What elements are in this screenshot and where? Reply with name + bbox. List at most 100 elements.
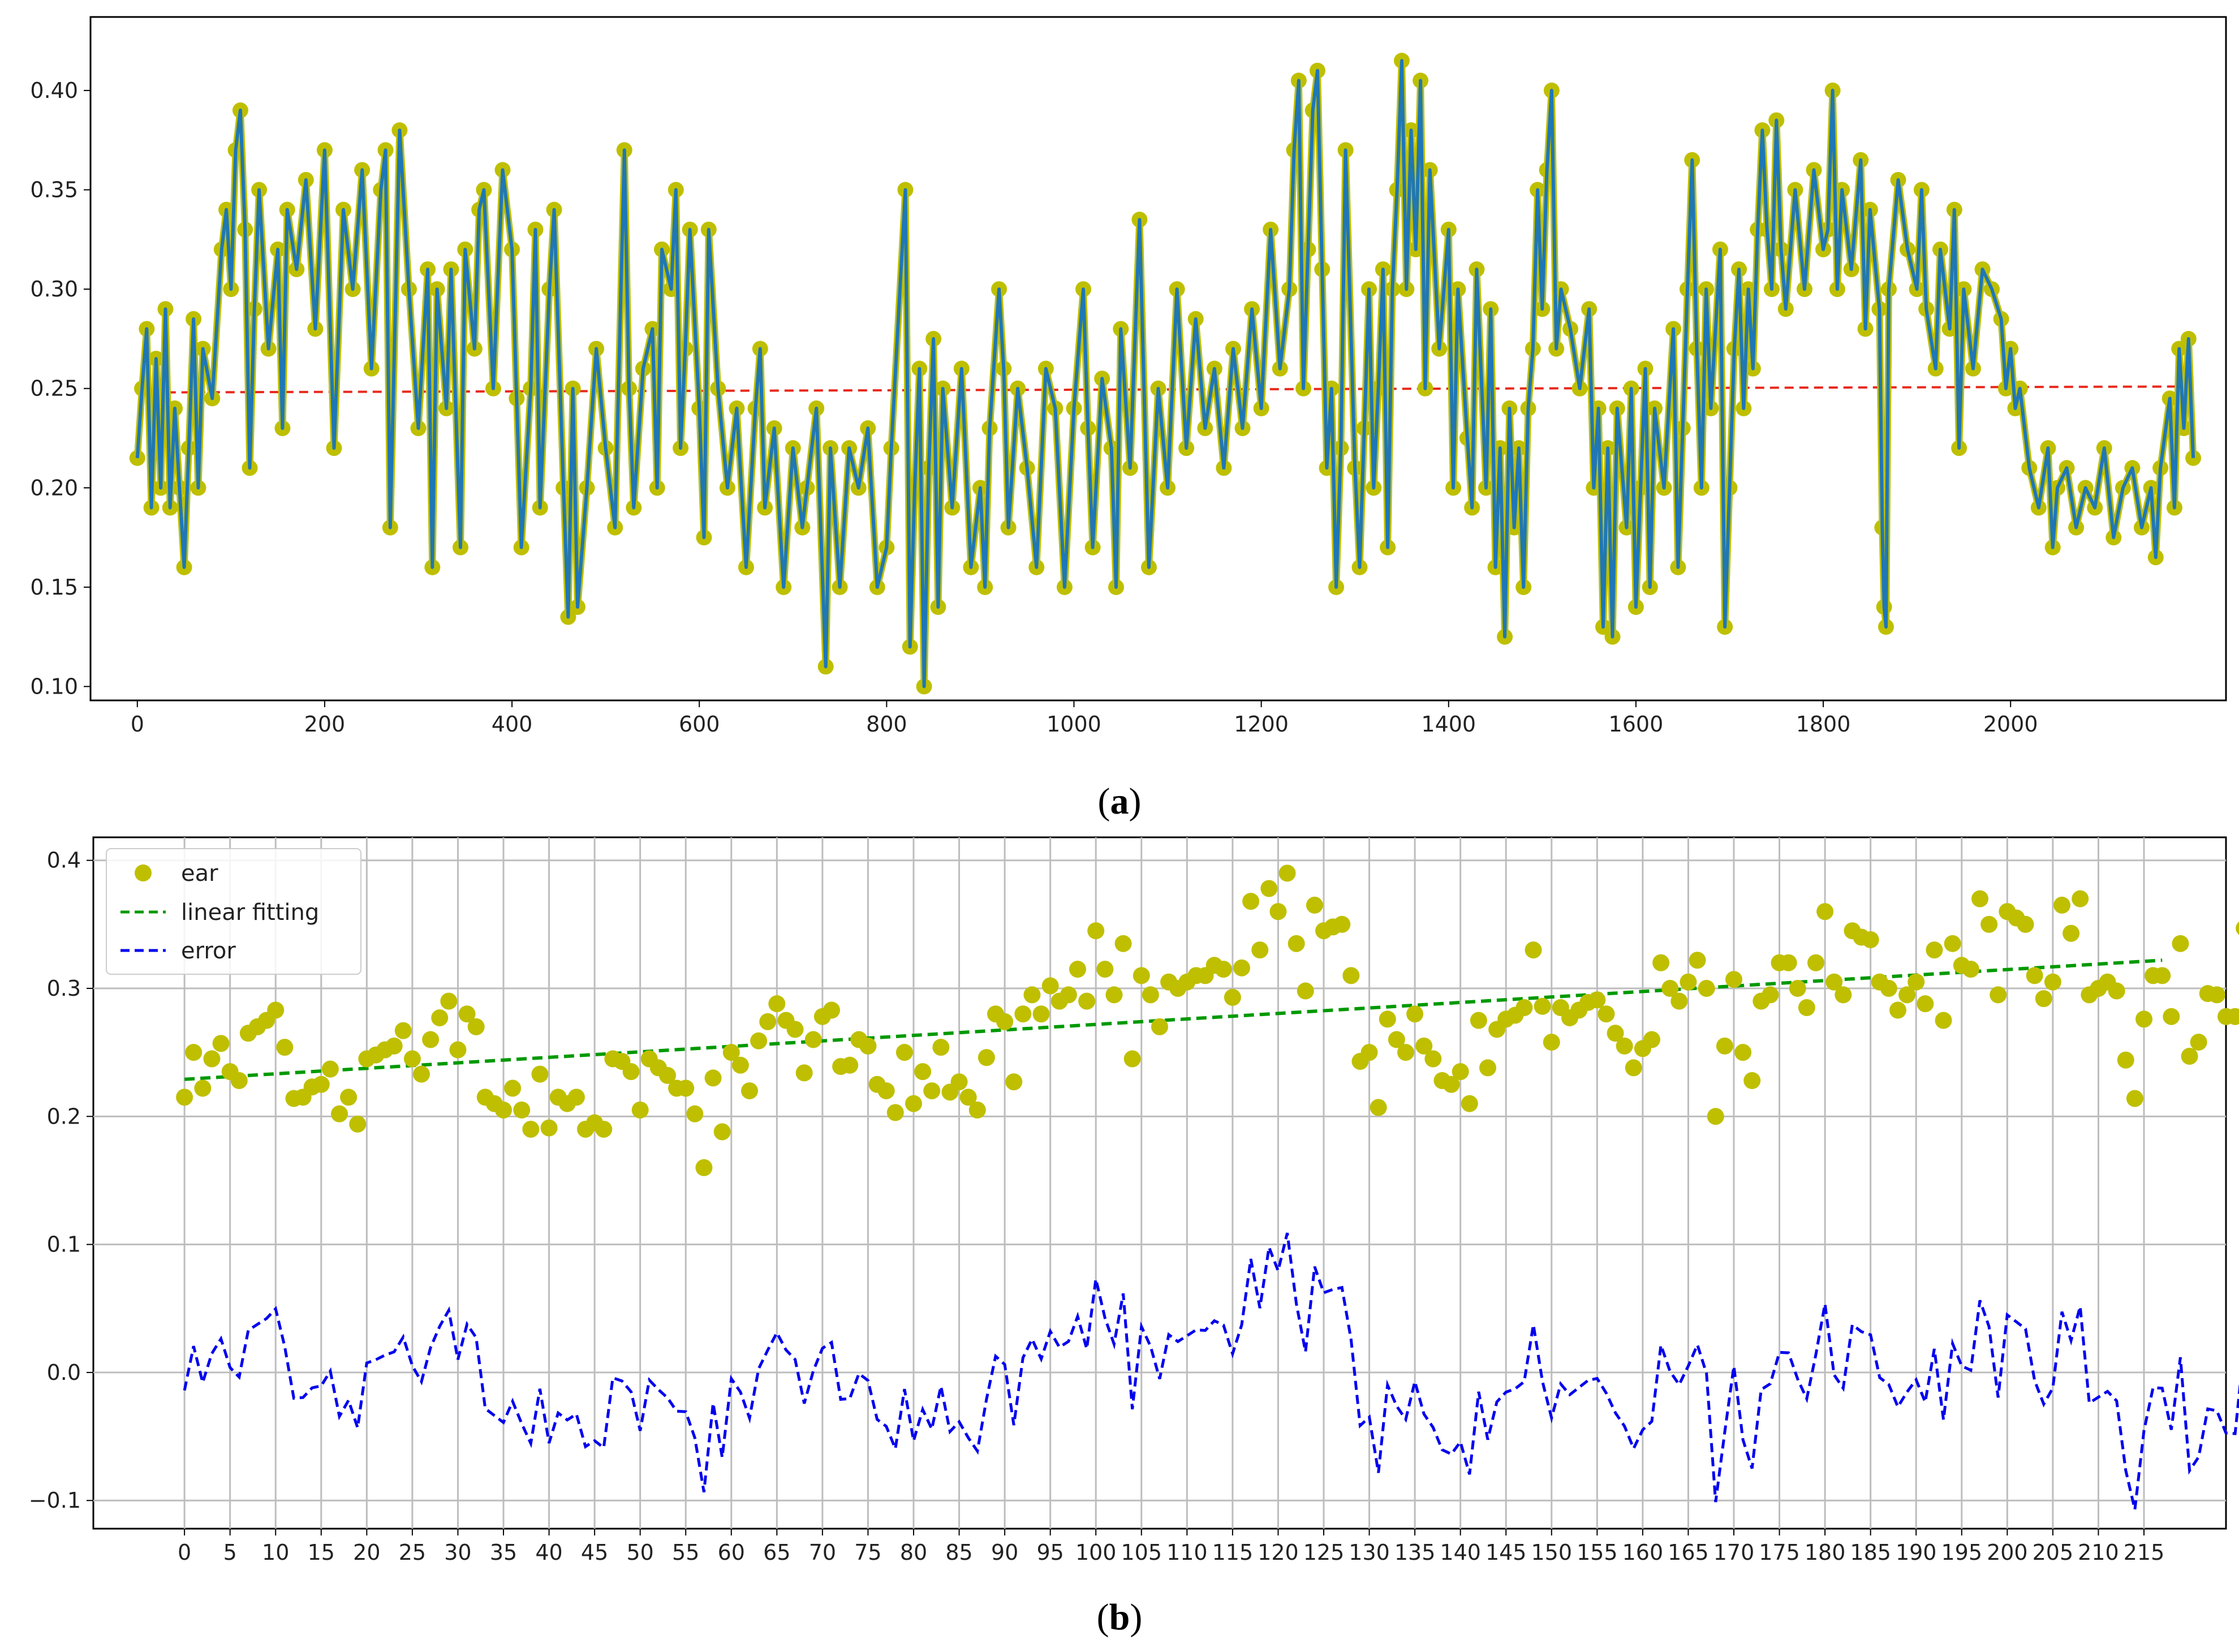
b-ear-point	[1835, 986, 1852, 1004]
a-ytick-label: 0.20	[30, 475, 78, 500]
b-ear-point	[1297, 982, 1314, 1000]
b-ear-point	[886, 1104, 904, 1121]
b-ear-point	[1370, 1099, 1387, 1116]
b-ear-point	[1716, 1037, 1733, 1055]
b-xtick-label: 95	[1036, 1540, 1063, 1565]
b-ear-point	[722, 1044, 740, 1061]
panel-b-ear-points	[176, 864, 2239, 1176]
panel-b-frame	[92, 836, 2227, 1530]
b-ear-point	[1816, 903, 1834, 920]
b-ear-point	[932, 1039, 950, 1056]
b-ear-point	[1625, 1059, 1642, 1077]
b-ear-point	[1607, 1025, 1624, 1042]
b-ear-point	[422, 1031, 440, 1048]
b-xtick-label: 15	[308, 1540, 335, 1565]
b-ear-point	[1114, 935, 1132, 952]
b-ear-point	[741, 1082, 758, 1100]
a-ear-line	[135, 59, 2195, 689]
b-ear-point	[1762, 986, 1779, 1004]
b-xtick-label: 45	[581, 1540, 608, 1565]
b-ear-point	[1917, 995, 1934, 1013]
b-ear-point	[194, 1079, 212, 1097]
b-xtick-label: 160	[1622, 1540, 1664, 1565]
b-xtick-label: 50	[626, 1540, 653, 1565]
b-ear-point	[2044, 973, 2061, 991]
a-xtick-label: 200	[304, 712, 346, 737]
b-xtick-label: 165	[1668, 1540, 1709, 1565]
b-ear-point	[768, 995, 786, 1013]
b-xtick-label: 100	[1075, 1540, 1117, 1565]
legend-ear-swatch	[135, 864, 152, 881]
b-ear-point	[2172, 935, 2189, 952]
b-ear-point	[1525, 941, 1542, 959]
b-ear-point	[540, 1119, 558, 1137]
b-xtick-label: 120	[1258, 1540, 1299, 1565]
b-xtick-label: 135	[1394, 1540, 1436, 1565]
b-ear-point	[1908, 973, 1925, 991]
b-ear-point	[185, 1044, 203, 1061]
b-ear-point	[1443, 1075, 1460, 1093]
b-ear-point	[1342, 967, 1360, 984]
b-ear-point	[1971, 890, 1988, 907]
b-ear-point	[1980, 915, 1998, 933]
b-ytick-label: −0.1	[29, 1488, 81, 1513]
b-ear-point	[704, 1069, 722, 1087]
b-ear-point	[176, 1089, 193, 1106]
b-ear-point	[1962, 961, 1979, 978]
b-ear-point	[1397, 1044, 1414, 1061]
b-xtick-label: 130	[1349, 1540, 1390, 1565]
b-ear-point	[1889, 1001, 1906, 1019]
b-xtick-label: 80	[900, 1540, 927, 1565]
b-ear-point	[1123, 1050, 1141, 1068]
b-ear-point	[1032, 1005, 1050, 1023]
b-ear-point	[230, 1072, 248, 1089]
b-xtick-label: 75	[854, 1540, 881, 1565]
b-ear-point	[622, 1063, 640, 1081]
b-ytick-label: 0.1	[47, 1232, 81, 1257]
b-ear-point	[467, 1018, 485, 1035]
b-ear-point	[2035, 990, 2052, 1008]
b-ear-point	[1069, 961, 1086, 978]
b-ear-point	[877, 1082, 895, 1100]
b-xtick-label: 5	[223, 1540, 237, 1565]
b-ear-point	[1278, 864, 1296, 882]
b-ear-point	[895, 1044, 913, 1061]
b-ear-point	[567, 1089, 585, 1106]
b-ear-point	[950, 1073, 968, 1091]
b-ear-point	[1251, 941, 1269, 959]
b-xtick-label: 90	[991, 1540, 1018, 1565]
b-xtick-label: 145	[1486, 1540, 1527, 1565]
b-ear-point	[1087, 922, 1105, 940]
panel-a-trend-line	[137, 385, 2194, 394]
b-ear-point	[440, 992, 458, 1010]
b-ear-point	[2072, 890, 2089, 907]
b-ear-point	[1151, 1018, 1168, 1035]
b-xtick-label: 190	[1896, 1540, 1937, 1565]
b-ear-point	[1288, 935, 1305, 952]
b-ear-point	[2163, 1008, 2180, 1025]
a-ytick-label: 0.30	[30, 277, 78, 302]
b-ear-point	[631, 1102, 649, 1119]
b-xtick-label: 85	[945, 1540, 972, 1565]
b-ear-point	[1078, 992, 1096, 1010]
b-ear-point	[1260, 880, 1278, 897]
a-xtick-label: 0	[131, 712, 144, 737]
b-ear-point	[1406, 1005, 1424, 1023]
b-ear-point	[2208, 986, 2225, 1004]
b-ear-point	[331, 1105, 348, 1122]
b-ear-point	[449, 1041, 467, 1059]
b-ear-point	[513, 1102, 531, 1119]
legend: ear linear fitting error	[106, 848, 361, 975]
b-ear-point	[1360, 1044, 1378, 1061]
a-xtick-label: 400	[492, 712, 533, 737]
b-ear-point	[1616, 1037, 1633, 1055]
legend-fit-label: linear fitting	[181, 900, 319, 926]
b-ear-point	[1680, 973, 1697, 991]
b-ear-point	[1041, 977, 1059, 995]
b-ear-point	[1689, 952, 1706, 969]
b-ear-point	[1598, 1005, 1615, 1023]
legend-ear-label: ear	[181, 861, 218, 887]
b-ear-point	[349, 1115, 367, 1133]
b-ear-point	[394, 1022, 412, 1039]
